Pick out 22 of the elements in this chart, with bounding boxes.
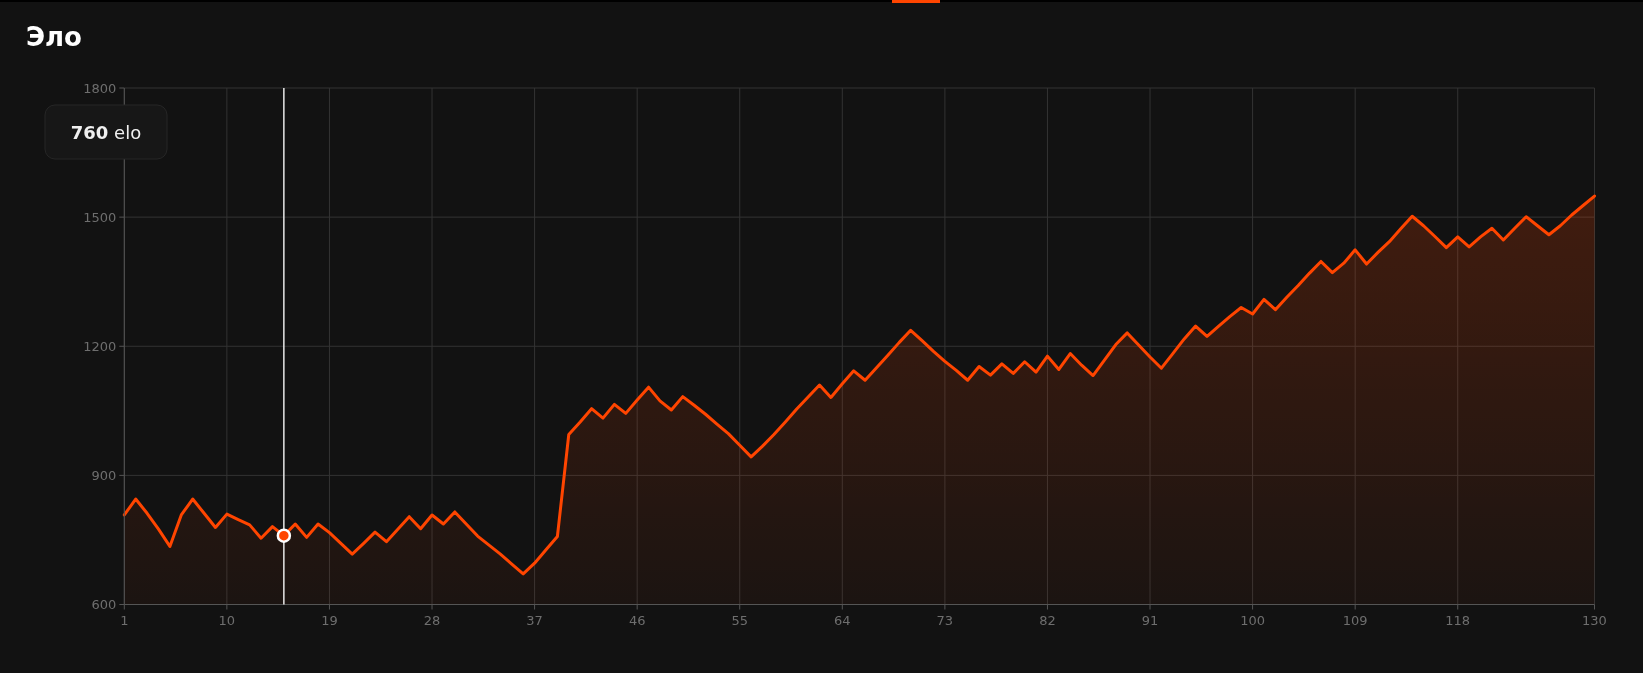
y-tick-label: 1200 (83, 338, 117, 354)
y-tick-label: 1500 (83, 209, 117, 225)
x-tick-label: 82 (1039, 612, 1056, 628)
x-tick-label: 118 (1445, 612, 1471, 628)
y-tick-label: 1800 (83, 80, 117, 96)
annotation: 760 elo (70, 122, 142, 143)
y-tick-label: 900 (91, 467, 117, 483)
x-tick-label: 109 (1342, 612, 1368, 628)
x-tick-label: 19 (321, 612, 338, 628)
x-tick-label: 46 (628, 612, 646, 628)
x-tick-label: 64 (834, 612, 851, 628)
x-tick-label: 130 (1582, 612, 1607, 628)
chart-title: Эло (26, 22, 82, 52)
x-tick-label: 37 (526, 612, 543, 628)
x-tick-label: 10 (218, 612, 236, 628)
x-tick-label: 28 (423, 612, 441, 628)
x-tick-label: 91 (1141, 612, 1159, 628)
x-tick-label: 55 (731, 612, 749, 628)
x-tick-label: 1 (120, 612, 129, 628)
y-tick-label: 600 (91, 597, 117, 613)
x-tick-label: 73 (936, 612, 954, 628)
x-tick-label: 100 (1240, 612, 1266, 628)
